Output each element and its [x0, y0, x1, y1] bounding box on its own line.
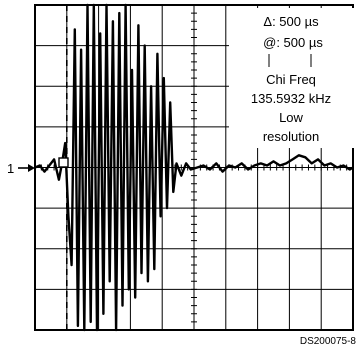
measurement-readout: Δ: 500 µs @: 500 µs Chi Freq 135.5932 kH… — [229, 8, 354, 148]
channel-1-label: 1 — [7, 161, 14, 176]
readout-frequency: 135.5932 kHz — [251, 91, 331, 106]
readout-mode: Chi Freq — [266, 72, 316, 87]
signal-trace — [34, 3, 354, 332]
trigger-marker — [58, 157, 69, 168]
readout-at: @: 500 µs — [263, 35, 323, 50]
readout-quality-2: resolution — [263, 129, 319, 144]
channel-1-marker: 1 — [7, 161, 35, 176]
readout-quality-1: Low — [279, 110, 303, 125]
figure-code: DS200075-8 — [300, 336, 357, 347]
readout-delta: Δ: 500 µs — [263, 14, 319, 29]
